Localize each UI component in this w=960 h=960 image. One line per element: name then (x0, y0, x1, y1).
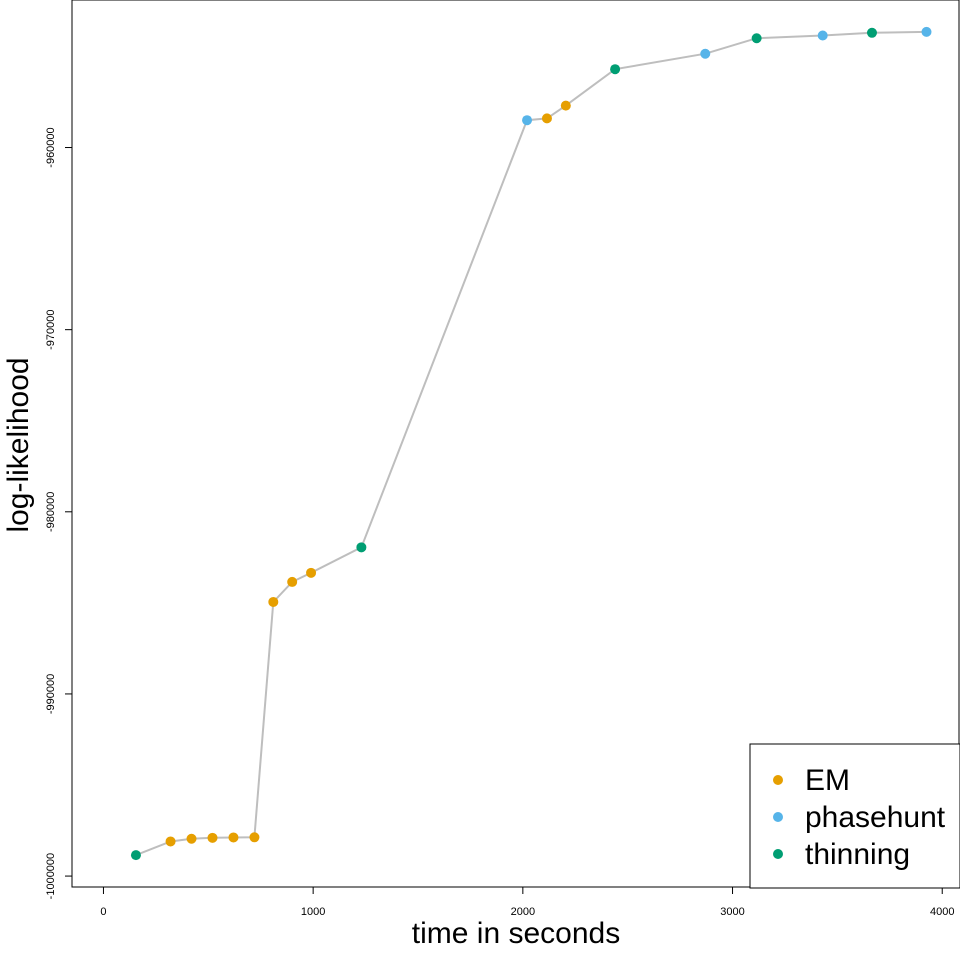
point-em (249, 832, 260, 843)
point-phasehunt (522, 115, 533, 126)
point-em (268, 596, 279, 607)
legend: EM phasehunt thinning (749, 743, 960, 889)
x-tick-label: 4000 (930, 906, 954, 918)
legend-label-em: EM (805, 764, 850, 797)
x-axis-title: time in seconds (412, 917, 620, 950)
y-tick-label: -970000 (45, 309, 57, 349)
legend-marker-thinning (773, 849, 783, 859)
point-em (560, 100, 571, 111)
point-em (541, 113, 552, 124)
y-axis-title: log-likelihood (2, 357, 35, 532)
point-thinning (356, 542, 367, 553)
y-axis: -1000000 -990000 -980000 -970000 -960000 (45, 127, 72, 899)
point-phasehunt (921, 26, 932, 37)
y-tick-label: -980000 (45, 492, 57, 532)
legend-label-thinning: thinning (805, 838, 910, 871)
series-line (135, 30, 927, 857)
x-axis: 0 1000 2000 3000 4000 (100, 887, 954, 918)
point-em (306, 567, 317, 578)
legend-box (749, 743, 960, 889)
x-tick-label: 2000 (511, 906, 535, 918)
point-thinning (130, 850, 141, 861)
y-tick-label: -960000 (45, 127, 57, 167)
point-em (287, 576, 298, 587)
data-points (130, 26, 932, 861)
y-tick-label: -990000 (45, 674, 57, 714)
legend-label-phasehunt: phasehunt (805, 801, 946, 834)
legend-marker-phasehunt (773, 812, 783, 822)
point-thinning (751, 33, 762, 44)
point-thinning (866, 27, 877, 38)
x-tick-label: 3000 (720, 906, 744, 918)
legend-marker-em (773, 775, 783, 785)
y-tick-label: -1000000 (45, 853, 57, 900)
x-tick-label: 1000 (301, 906, 325, 918)
point-em (228, 832, 239, 843)
x-tick-label: 0 (100, 906, 106, 918)
point-em (165, 836, 176, 847)
point-thinning (610, 64, 621, 75)
point-phasehunt (700, 48, 711, 59)
point-phasehunt (817, 30, 828, 41)
plot-frame (71, 0, 960, 888)
point-em (207, 832, 218, 843)
connecting-line (135, 30, 927, 857)
point-em (186, 833, 197, 844)
